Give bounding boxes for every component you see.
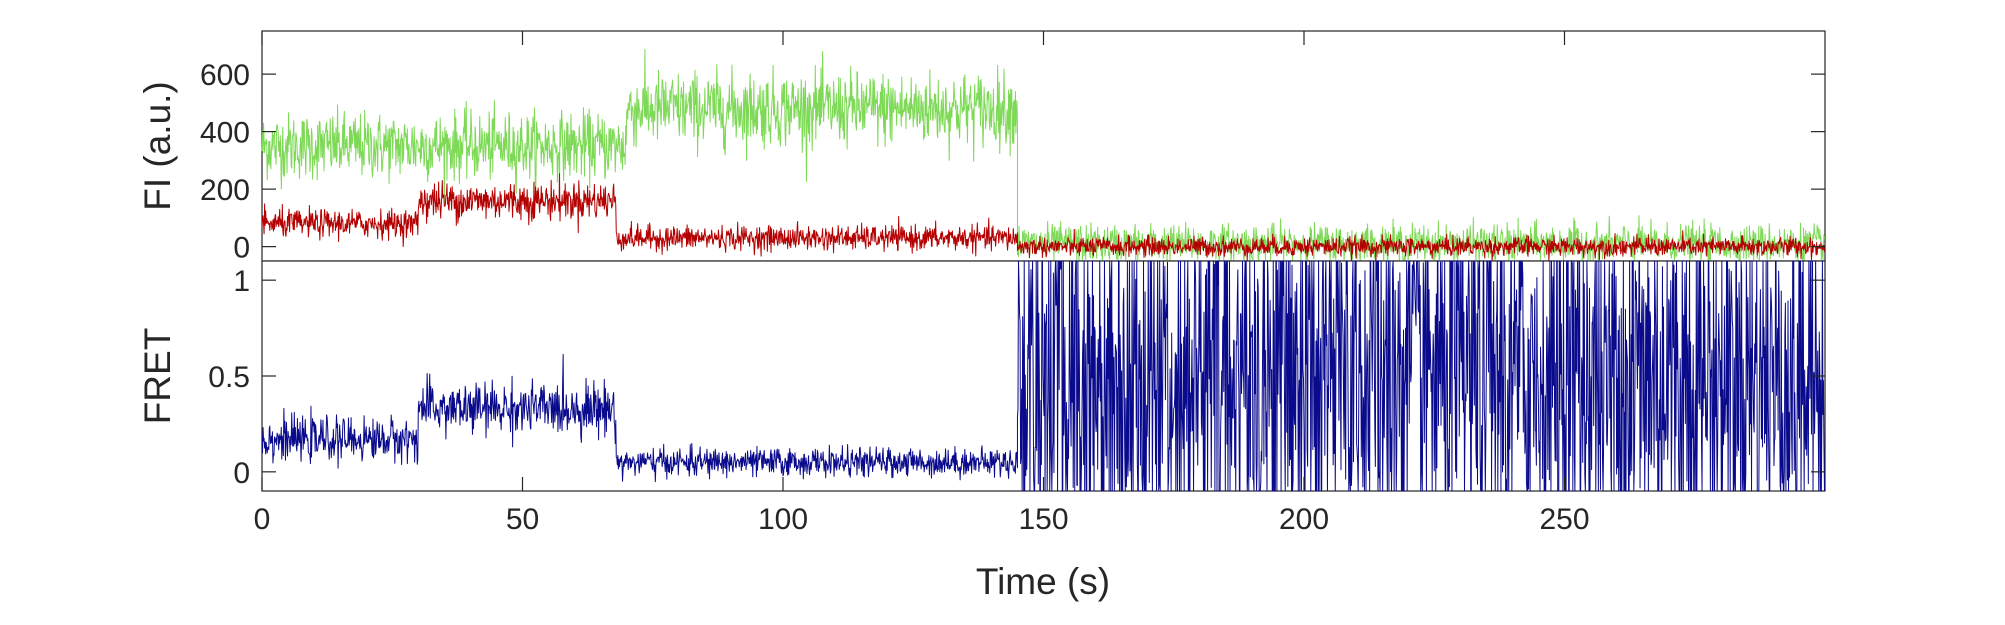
y-tick-label: 0.5 (208, 361, 250, 394)
fret-y-axis-label: FRET (137, 328, 178, 425)
intensity-y-ticks: 0 200 400 600 (200, 59, 1825, 265)
y-tick-label: 200 (200, 174, 250, 207)
time-x-ticks: 0 50 100 150 200 250 (254, 31, 1590, 536)
y-tick-label: 400 (200, 117, 250, 150)
fret-y-ticks: 00.51 (208, 265, 1825, 490)
fret-traces (261, 260, 1825, 492)
y-tick-label: 1 (233, 265, 250, 298)
y-tick-label: 0 (233, 457, 250, 490)
y-tick-label: 600 (200, 59, 250, 92)
intensity-traces (261, 48, 1825, 262)
intensity-panel: 0 200 400 600 FI (a.u.) (137, 30, 1826, 265)
y-tick-label: 0 (233, 232, 250, 265)
intensity-plot-frame (261, 30, 1826, 262)
acceptor-trace (261, 173, 1825, 262)
intensity-y-axis-label: FI (a.u.) (137, 81, 178, 211)
x-tick-label: 200 (1279, 503, 1329, 536)
x-tick-label: 50 (506, 503, 539, 536)
time-x-axis-label: Time (s) (976, 561, 1110, 602)
x-tick-label: 100 (758, 503, 808, 536)
x-tick-label: 0 (254, 503, 271, 536)
fret-panel: 00.51 0 50 100 150 200 250 FRET Time (s) (137, 31, 1826, 602)
fret-trace (261, 260, 1825, 492)
x-tick-label: 250 (1539, 503, 1589, 536)
x-tick-label: 150 (1018, 503, 1068, 536)
